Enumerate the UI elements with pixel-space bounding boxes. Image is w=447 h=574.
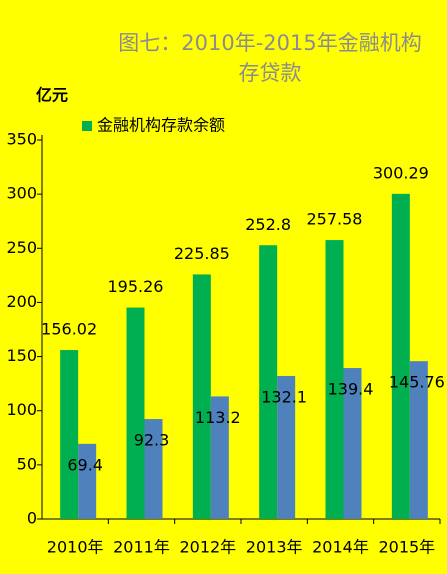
value-label: 139.4 xyxy=(328,380,374,399)
y-tick-label: 250 xyxy=(6,238,37,257)
y-tick-label: 200 xyxy=(6,292,37,311)
bar xyxy=(210,396,229,519)
y-tick-label: 350 xyxy=(6,130,37,149)
value-label: 156.02 xyxy=(41,320,97,339)
x-tick-label: 2011年 xyxy=(113,538,170,557)
value-label: 113.2 xyxy=(195,408,241,427)
bar xyxy=(409,361,428,519)
value-label: 252.8 xyxy=(245,215,291,234)
legend-label: 金融机构存款余额 xyxy=(97,116,225,135)
y-tick-label: 150 xyxy=(6,346,37,365)
bar xyxy=(277,375,296,519)
x-tick-label: 2010年 xyxy=(47,538,104,557)
value-label: 145.76 xyxy=(389,373,445,392)
bar xyxy=(325,240,344,520)
legend-swatch xyxy=(82,121,92,131)
bar xyxy=(391,193,410,519)
x-tick-label: 2015年 xyxy=(378,538,435,557)
x-tick-label: 2013年 xyxy=(246,538,303,557)
value-label: 225.85 xyxy=(174,244,230,263)
y-axis-label: 亿元 xyxy=(36,86,68,105)
y-tick-label: 300 xyxy=(6,184,37,203)
value-label: 257.58 xyxy=(307,210,363,229)
value-label: 195.26 xyxy=(108,277,164,296)
value-label: 69.4 xyxy=(67,455,103,474)
bar xyxy=(259,245,278,519)
y-tick-label: 0 xyxy=(27,509,37,528)
bar xyxy=(60,350,79,519)
x-tick-label: 2012年 xyxy=(179,538,236,557)
y-tick-label: 100 xyxy=(6,400,37,419)
bar xyxy=(78,443,97,519)
bar xyxy=(144,419,163,519)
x-tick-label: 2014年 xyxy=(312,538,369,557)
value-label: 132.1 xyxy=(261,387,307,406)
bar xyxy=(343,368,362,519)
value-label: 92.3 xyxy=(134,431,170,450)
y-tick-label: 50 xyxy=(17,454,37,473)
value-label: 300.29 xyxy=(373,163,429,182)
chart-title: 图七：2010年-2015年金融机构存贷款 xyxy=(118,31,422,85)
bar xyxy=(192,274,211,519)
bar xyxy=(126,307,145,519)
